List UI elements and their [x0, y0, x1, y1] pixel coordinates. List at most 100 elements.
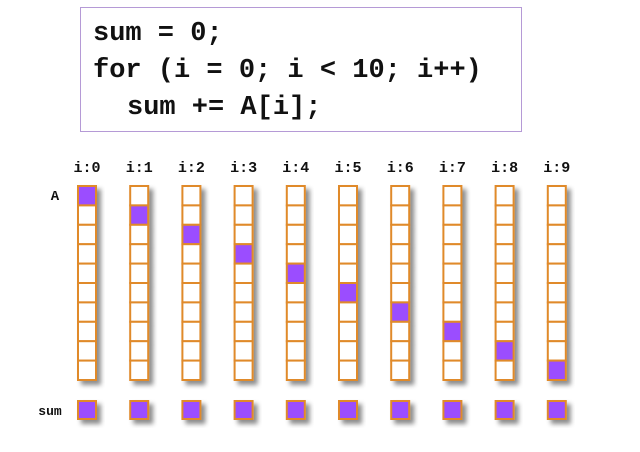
iteration-column-4: i:4 [282, 160, 309, 420]
array-cell [233, 204, 254, 226]
array-column [494, 185, 515, 382]
array-cell [390, 282, 411, 304]
array-cell [285, 223, 306, 246]
array-cell [442, 223, 463, 246]
array-cell [546, 223, 567, 246]
sum-cell [338, 400, 358, 420]
array-column [546, 185, 567, 382]
array-cell [494, 262, 515, 285]
iteration-label: i:7 [439, 160, 466, 177]
iteration-label: i:6 [387, 160, 414, 177]
array-cell [285, 301, 306, 323]
iteration-column-3: i:3 [230, 160, 257, 420]
array-cell [546, 301, 567, 323]
array-cell-highlighted [77, 185, 97, 207]
array-cell [77, 223, 97, 246]
iteration-column-2: i:2 [178, 160, 205, 420]
array-cell [129, 282, 150, 304]
iteration-column-8: i:8 [491, 160, 518, 420]
array-cell [77, 262, 97, 285]
array-cell [285, 185, 306, 207]
array-cell [77, 282, 97, 304]
array-cell-highlighted [442, 320, 463, 343]
array-cell [129, 320, 150, 343]
array-cell [494, 282, 515, 304]
array-column [390, 185, 411, 382]
iteration-columns: i:0 i:1 i:2 i:3 i:4 i:5 i:6 i:7 i:8 i:9 [73, 160, 570, 420]
array-cell [338, 262, 358, 285]
array-cell [181, 282, 202, 304]
array-cell [338, 340, 358, 362]
array-cell [546, 282, 567, 304]
array-column [77, 185, 97, 382]
sum-cell [77, 400, 97, 420]
array-cell [285, 204, 306, 226]
array-cell [285, 340, 306, 362]
array-cell [494, 223, 515, 246]
array-cell [233, 359, 254, 382]
array-cell [546, 320, 567, 343]
iteration-label: i:3 [230, 160, 257, 177]
array-column [233, 185, 254, 382]
iteration-column-1: i:1 [126, 160, 153, 420]
sum-cell [546, 400, 567, 420]
iteration-column-9: i:9 [543, 160, 570, 420]
array-cell-highlighted [390, 301, 411, 323]
array-cell [494, 185, 515, 207]
array-cell [77, 320, 97, 343]
array-cell-highlighted [129, 204, 150, 226]
array-cell [77, 359, 97, 382]
sum-cell [442, 400, 463, 420]
array-cell [181, 320, 202, 343]
array-cell [233, 262, 254, 285]
array-cell [233, 223, 254, 246]
iteration-label: i:5 [334, 160, 361, 177]
array-cell [546, 262, 567, 285]
array-cell [442, 359, 463, 382]
iteration-label: i:2 [178, 160, 205, 177]
array-cell [129, 359, 150, 382]
array-cell [494, 243, 515, 265]
array-cell [390, 223, 411, 246]
sum-cell [390, 400, 411, 420]
array-column [129, 185, 150, 382]
array-cell-highlighted [181, 223, 202, 246]
array-cell [390, 185, 411, 207]
array-cell [129, 223, 150, 246]
array-cell [494, 320, 515, 343]
array-cell [338, 223, 358, 246]
iteration-label: i:0 [73, 160, 100, 177]
array-cell [181, 359, 202, 382]
iteration-column-7: i:7 [439, 160, 466, 420]
array-cell [442, 340, 463, 362]
iteration-label: i:8 [491, 160, 518, 177]
array-cell-highlighted [494, 340, 515, 362]
code-line-1: sum = 0; [93, 19, 223, 49]
array-column [181, 185, 202, 382]
array-cell [77, 301, 97, 323]
array-cell [233, 320, 254, 343]
array-cell [233, 340, 254, 362]
array-cell-highlighted [338, 282, 358, 304]
array-cell [181, 340, 202, 362]
iteration-label: i:4 [282, 160, 309, 177]
array-cell [285, 320, 306, 343]
iteration-column-5: i:5 [334, 160, 362, 420]
array-cell [129, 262, 150, 285]
array-cell [338, 320, 358, 343]
iteration-column-6: i:6 [387, 160, 414, 420]
array-cell-highlighted [546, 359, 567, 382]
array-cell [181, 301, 202, 323]
array-cell [338, 243, 358, 265]
array-cell [546, 185, 567, 207]
array-cell [390, 320, 411, 343]
iteration-label: i:9 [543, 160, 570, 177]
array-label: A [51, 189, 60, 205]
code-line-3: sum += A[i]; [127, 93, 322, 123]
sum-cell [233, 400, 254, 420]
code-line-2: for (i = 0; i < 10; i++) [93, 56, 482, 86]
array-cell [546, 340, 567, 362]
array-column [285, 185, 306, 382]
array-cell [390, 262, 411, 285]
array-cell [442, 282, 463, 304]
